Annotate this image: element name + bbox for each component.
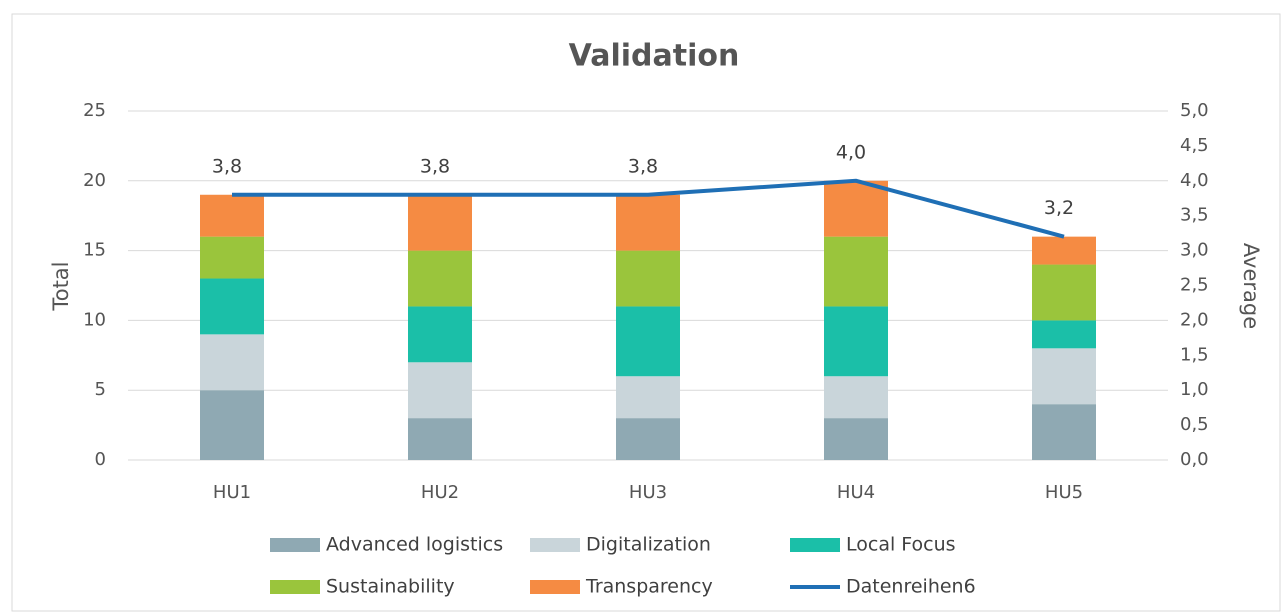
bar-segment	[408, 306, 472, 363]
x-tick-label: HU4	[837, 482, 875, 503]
legend-swatch	[530, 580, 580, 594]
legend-label: Advanced logistics	[326, 534, 503, 556]
line-series	[232, 178, 1065, 239]
legend-label: Transparency	[585, 576, 713, 598]
bar-segment	[824, 236, 888, 307]
x-tick-label: HU2	[421, 482, 459, 503]
bar-segment	[1032, 236, 1096, 265]
bar-segment	[408, 418, 472, 460]
y2-tick-label: 4,0	[1180, 170, 1209, 191]
bar-segment	[824, 376, 888, 419]
y2-tick-label: 0,5	[1180, 414, 1209, 435]
bar-segment	[616, 194, 680, 251]
y-tick-label: 25	[83, 100, 106, 121]
legend-label: Local Focus	[846, 534, 956, 556]
legend-swatch	[270, 580, 320, 594]
legend-swatch	[270, 538, 320, 552]
y-tick-label: 5	[95, 379, 106, 400]
bar-segment	[824, 418, 888, 460]
data-label: 3,8	[628, 155, 658, 177]
y2-tick-label: 2,5	[1180, 275, 1209, 296]
legend-label: Sustainability	[326, 576, 455, 598]
y2-tick-label: 5,0	[1180, 100, 1209, 121]
chart-frame	[11, 13, 1281, 612]
legend-swatch	[530, 538, 580, 552]
bar-segment	[408, 250, 472, 307]
y-tick-label: 20	[83, 170, 106, 191]
data-label: 4,0	[836, 141, 866, 163]
y2-tick-label: 4,5	[1180, 135, 1209, 156]
x-tick-label: HU1	[213, 482, 251, 503]
bar-segment	[200, 194, 264, 237]
y2-axis-title: Average	[1239, 243, 1263, 329]
data-label: 3,8	[212, 155, 242, 177]
bar-segment	[824, 180, 888, 237]
bar-segment	[200, 390, 264, 460]
legend-label: Datenreihen6	[846, 576, 976, 598]
bar-segment	[616, 250, 680, 307]
bar-segment	[408, 362, 472, 419]
data-label: 3,2	[1044, 197, 1074, 219]
bar-segment	[616, 376, 680, 419]
y-tick-label: 0	[95, 449, 106, 470]
y2-tick-label: 2,0	[1180, 309, 1209, 330]
bar-segment	[616, 418, 680, 460]
y2-tick-label: 0,0	[1180, 449, 1209, 470]
bar-segment	[616, 306, 680, 377]
data-label: 3,8	[420, 155, 450, 177]
x-tick-label: HU5	[1045, 482, 1083, 503]
y2-tick-label: 3,5	[1180, 205, 1209, 226]
y2-tick-label: 3,0	[1180, 240, 1209, 261]
bar-segment	[408, 194, 472, 251]
bar-segment	[1032, 264, 1096, 321]
bar-segment	[824, 306, 888, 377]
legend-swatch	[790, 538, 840, 552]
x-tick-label: HU3	[629, 482, 667, 503]
y-tick-label: 15	[83, 240, 106, 261]
bar-segment	[200, 278, 264, 335]
bar-segment	[1032, 348, 1096, 405]
bar-segment	[200, 334, 264, 391]
y-tick-label: 10	[83, 309, 106, 330]
y2-tick-label: 1,5	[1180, 344, 1209, 365]
bar-segment	[200, 236, 264, 279]
chart-title: Validation	[569, 39, 740, 74]
legend-label: Digitalization	[586, 534, 711, 556]
bar-segment	[1032, 404, 1096, 460]
bar-segment	[1032, 320, 1096, 349]
y2-tick-label: 1,0	[1180, 379, 1209, 400]
y-axis-title: Total	[49, 261, 73, 311]
